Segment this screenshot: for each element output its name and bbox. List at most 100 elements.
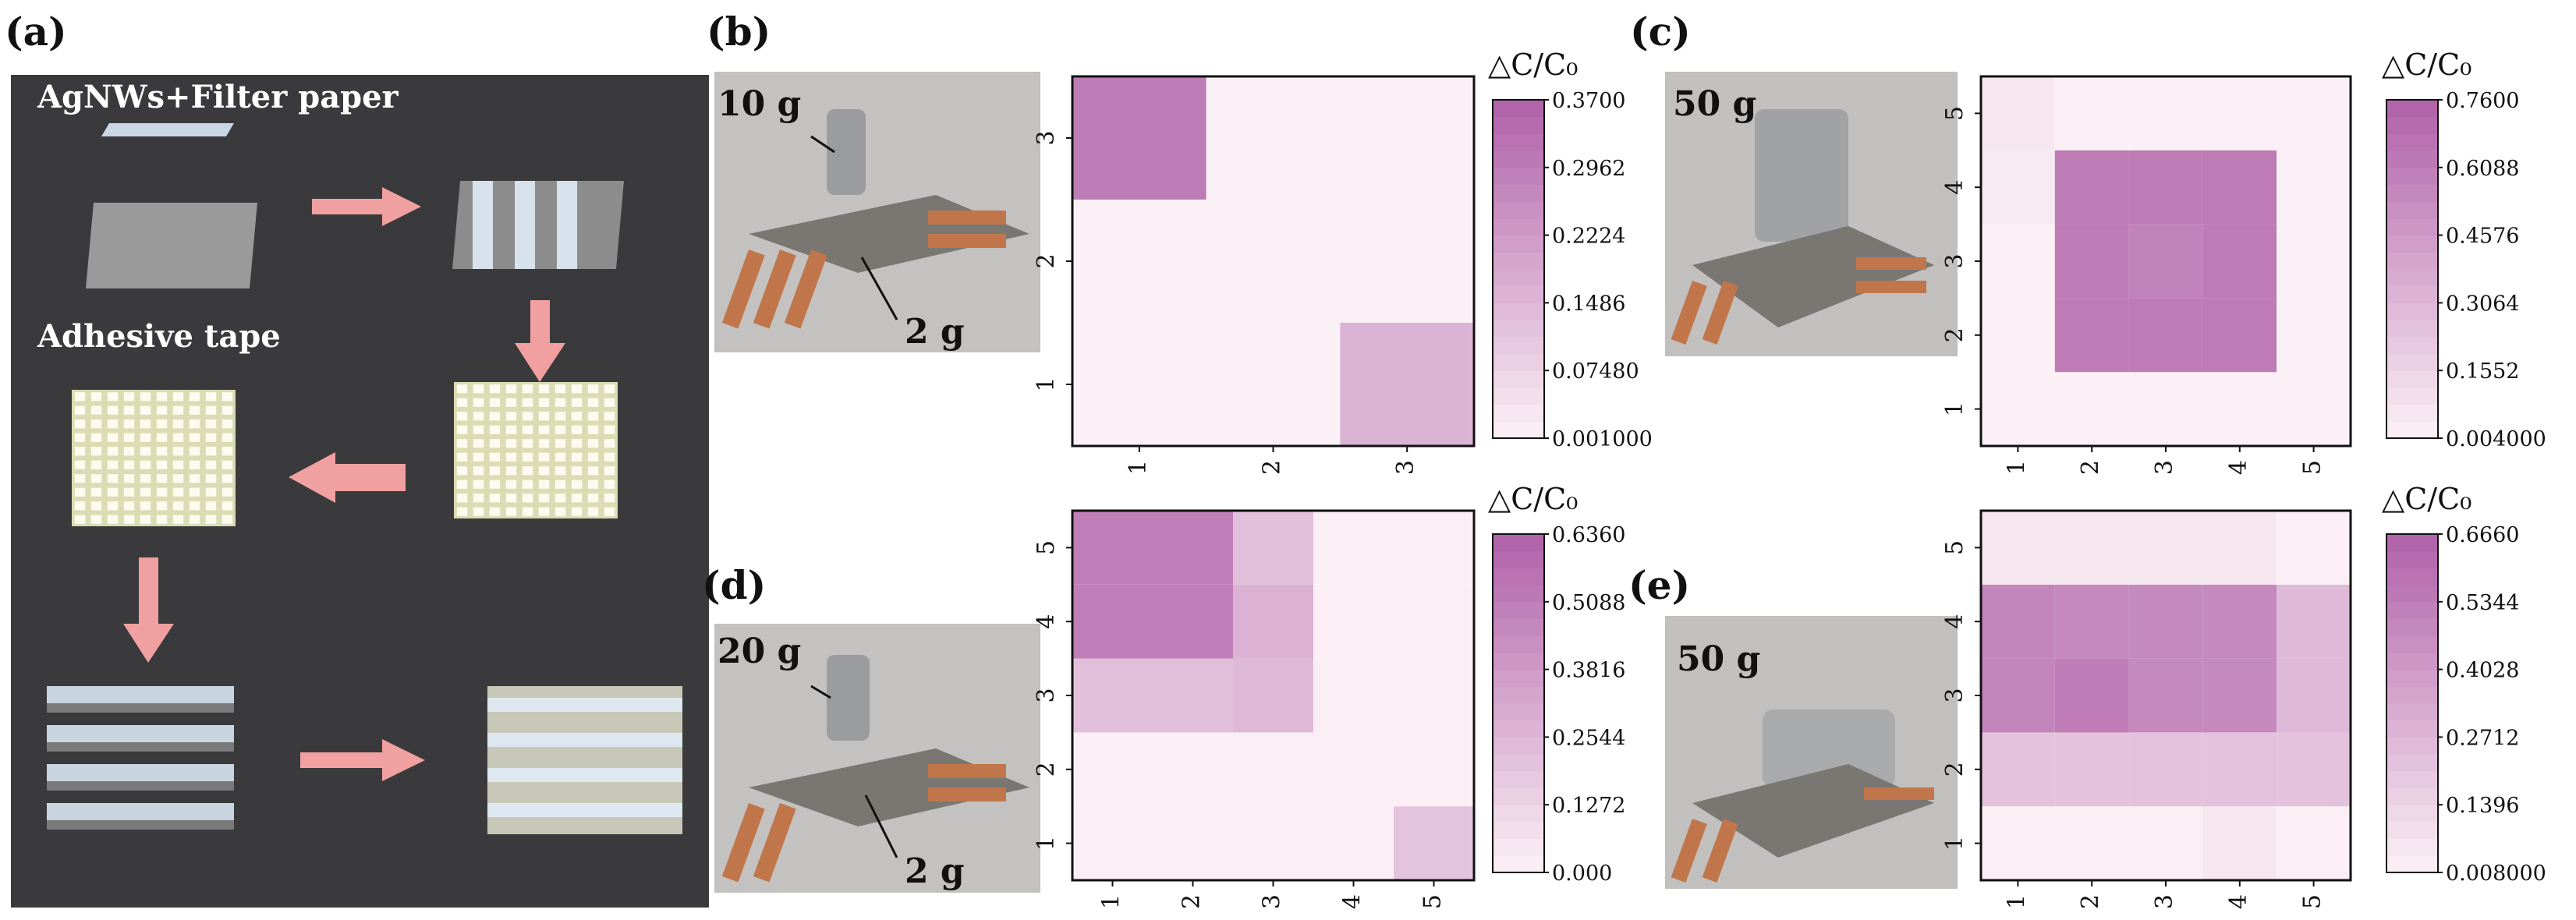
colorbar-tick-label: 0.2224 [1552,225,1625,249]
colorbar-tick-label: 0.07480 [1552,359,1639,384]
colorbar-tick-label: 0.1272 [1552,794,1625,818]
colorbar-segment [2386,601,2438,619]
heatmap-cell [1340,200,1474,323]
colorbar-segment [1493,150,1544,168]
heatmap-cell [2277,298,2351,373]
colorbar-segment [1493,303,1544,320]
heatmap-cell [2277,224,2351,299]
colorbar-segment [1493,550,1544,568]
colorbar-segment [1493,821,1544,840]
colorbar-segment [2386,285,2438,303]
y-tick-label: 2 [1033,253,1060,268]
panel-a-schematic: AgNWs+Filter paper Adhesive tape [11,75,709,908]
colorbar-segment [1493,116,1544,134]
heatmap-cell [2128,150,2203,225]
colorbar-segment [2386,201,2438,219]
colorbar-segment [1493,184,1544,202]
colorbar-tick-label: 0.3064 [2446,292,2519,316]
colorbar-segment [1493,754,1544,772]
colorbar-tick-label: 0.3700 [1552,89,1625,113]
colorbar-segment [2386,652,2438,671]
colorbar-segment [2386,404,2438,422]
colorbar-segment [2386,787,2438,805]
heatmap-cell [1340,76,1474,200]
arrow-right-top [312,187,421,226]
colorbar-segment [2386,821,2438,840]
y-tick-label: 4 [1941,180,1968,195]
heatmap-cell [2128,372,2203,446]
x-tick-label: 5 [2299,460,2326,475]
colorbar-segment [1493,568,1544,586]
colorbar-segment [2386,754,2438,772]
heatmap-cell [1072,584,1153,659]
heatmap-cell [1233,511,1313,585]
heatmap-cell [1981,584,2055,659]
y-tick-label: 5 [1941,106,1968,121]
colorbar-segment [1493,855,1544,873]
colorbar-segment [2386,703,2438,721]
heatmap-cell [1206,200,1341,323]
colorbar-tick-label: 0.7600 [2446,89,2519,113]
x-tick-label: 3 [1259,894,1286,909]
heatmap-cell [1206,76,1341,200]
colorbar-segment [1493,805,1544,823]
colorbar-segment [1493,235,1544,253]
x-tick-label: 3 [2151,460,2178,475]
heatmap-cell [1072,323,1207,446]
heatmap-cell [2277,150,2351,225]
heatmap-cell [1981,658,2055,733]
pointer-arrow [810,685,831,699]
heatmap-cell [2054,372,2129,446]
heatmap-cell [2054,584,2129,659]
colorbar-segment [1493,353,1544,371]
x-tick-label: 5 [2299,894,2326,909]
heatmap-cell [2054,511,2129,585]
heatmap-cell [2128,511,2203,585]
colorbar-segment [1493,218,1544,236]
colorbar-segment [1493,703,1544,721]
assembled-device [487,686,682,834]
colorbar-segment [1493,737,1544,755]
heatmap-cell [1153,584,1233,659]
heatmap-cell [1072,658,1153,733]
photo-pointers [810,135,898,858]
colorbar-segment [2386,218,2438,236]
colorbar-segment [1493,838,1544,856]
heatmap-b: 1 2 3 1 2 3 0.001000 0.07480 0.1486 0.2224 0.2962 0… [1033,48,1653,475]
heatmap-cell [2054,150,2129,225]
colorbar-segment [1493,686,1544,704]
colorbar-tick-label: 0.2544 [1552,726,1625,750]
colorbar-segment [1493,370,1544,388]
filter-paper [86,203,257,288]
colorbar-segment [1493,133,1544,151]
heatmap-e: 1 2 3 4 5 1 2 3 4 5 0.008000 0.1396 0.2712 0.4028 0.53… [1941,482,2546,909]
x-tick-label: 2 [1178,894,1206,909]
colorbar-segment [2386,303,2438,320]
colorbar-segment [2386,133,2438,151]
heatmap-cell [1981,372,2055,446]
heatmap-cell [1072,76,1207,200]
heatmap-cell [2277,511,2351,585]
x-tick-label: 1 [1125,460,1152,475]
heatmap-cell [2128,224,2203,299]
weight-label-50g-c: 50 g [1673,84,1756,124]
heatmap-cell [1981,732,2055,807]
colorbar-segment [1493,320,1544,338]
y-tick-label: 5 [1941,540,1968,555]
heatmap-cell [1313,658,1394,733]
colorbar-segment [2386,534,2438,552]
heatmap-cell [1394,511,1474,585]
colorbar-tick-label: 0.000 [1552,862,1612,886]
heatmap-cell [1981,224,2055,299]
colorbar-segment [1493,421,1544,439]
heatmap-cell [1233,806,1313,880]
heatmap-cell [1153,511,1233,585]
schematic-subtitle: Adhesive tape [37,318,281,355]
heatmap-cell [1072,806,1153,880]
arrow-right-bottom [300,739,425,781]
x-tick-label: 1 [2003,460,2030,475]
colorbar-segment [1493,585,1544,603]
colorbar-segment [2386,184,2438,202]
heatmap-cell [1981,298,2055,373]
colorbar-tick-label: 0.5344 [2446,591,2519,615]
